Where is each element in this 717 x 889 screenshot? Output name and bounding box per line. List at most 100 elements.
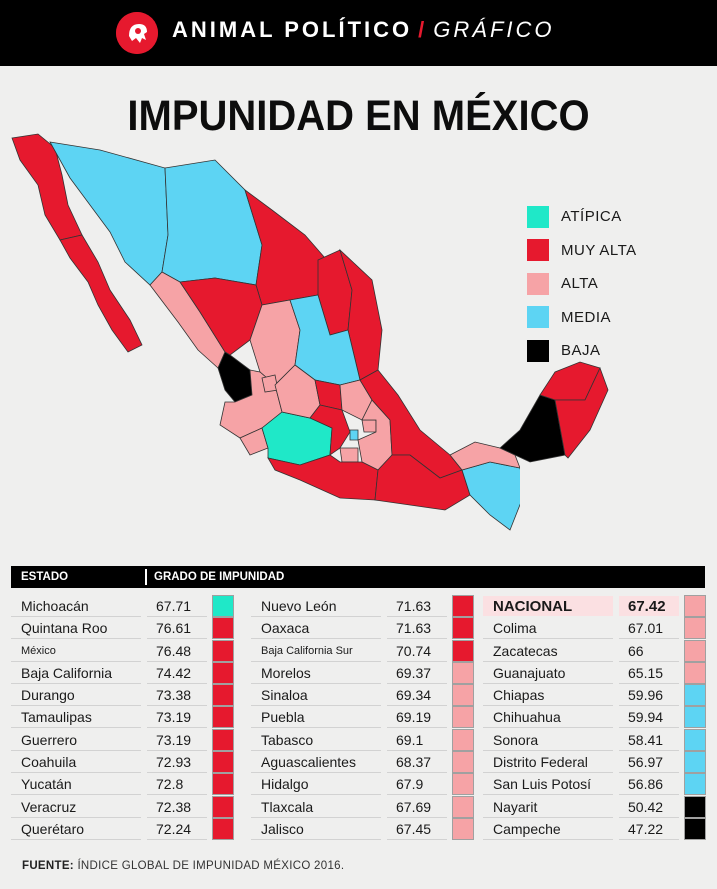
legend-item-atipica: ATÍPICA (527, 200, 637, 234)
row-value-cell (387, 685, 447, 707)
state-name: Tlaxcala (261, 798, 314, 815)
row-label-cell (483, 685, 613, 707)
impunity-value: 65.15 (628, 664, 664, 681)
row-label-cell (11, 797, 141, 818)
impunity-value: 67.01 (628, 620, 664, 637)
legend-label: MUY ALTA (561, 241, 637, 259)
legend-swatch (527, 339, 549, 362)
impunity-value: 68.37 (396, 754, 432, 771)
row-label-cell (483, 774, 613, 796)
source-text: ÍNDICE GLOBAL DE IMPUNIDAD MÉXICO 2016. (77, 860, 345, 872)
row-value-cell (387, 618, 447, 640)
impunity-value: 47.22 (628, 820, 664, 837)
row-label-cell (11, 752, 141, 774)
impunity-value: 66 (628, 642, 644, 659)
category-swatch (684, 617, 706, 640)
row-value-cell (387, 819, 447, 840)
row-label-cell (483, 641, 613, 662)
row-label-cell (251, 797, 381, 818)
state-name: Veracruz (21, 798, 77, 815)
row-value-cell (619, 752, 679, 774)
row-label-cell (251, 752, 381, 774)
state-name: Hidalgo (261, 776, 309, 793)
map-state-campeche (499, 394, 566, 463)
impunity-value: 74.42 (156, 664, 192, 681)
state-name: Aguascalientes (261, 754, 356, 771)
legend-item-baja: BAJA (527, 334, 637, 368)
row-value-cell (387, 774, 447, 796)
category-swatch (212, 728, 234, 751)
impunity-value: 76.61 (156, 620, 192, 637)
category-swatch (452, 684, 474, 707)
state-name: Tabasco (261, 731, 314, 748)
legend-label: ALTA (561, 275, 599, 293)
row-value-cell (147, 618, 207, 640)
impunity-value: 72.24 (156, 820, 192, 837)
category-swatch (684, 684, 706, 707)
state-name: México (21, 644, 56, 657)
state-name: Morelos (261, 664, 311, 681)
category-swatch (452, 706, 474, 729)
state-name: Chihuahua (493, 709, 561, 726)
row-value-cell (387, 641, 447, 662)
state-name: Chiapas (493, 687, 545, 704)
impunity-value: 73.19 (156, 709, 192, 726)
impunity-value: 56.86 (628, 776, 664, 793)
row-value-cell (387, 752, 447, 774)
state-name: Distrito Federal (493, 754, 588, 771)
state-name: Coahuila (21, 754, 77, 771)
table-header: ESTADO GRADO DE IMPUNIDAD (11, 566, 705, 588)
yucatan-peninsula-map (499, 361, 609, 463)
row-value-cell (147, 774, 207, 796)
impunity-value: 59.94 (628, 709, 664, 726)
state-name: Quintana Roo (21, 620, 108, 637)
impunity-value: 73.38 (156, 687, 192, 704)
row-label-cell (11, 685, 141, 707)
row-label-cell (251, 730, 381, 751)
map-state-quintana-roo (554, 366, 609, 459)
impunity-value: 73.19 (156, 731, 192, 748)
category-swatch (684, 817, 706, 840)
row-label-cell (11, 707, 141, 729)
row-value-cell (619, 618, 679, 640)
category-swatch (452, 728, 474, 751)
impunity-value: 69.1 (396, 731, 424, 748)
legend-label: MEDIA (561, 308, 612, 326)
row-label-cell (11, 774, 141, 796)
category-swatch (452, 595, 474, 617)
row-value-cell (619, 819, 679, 840)
row-label-cell (483, 663, 613, 684)
brand-name: ANIMAL POLÍTICO (172, 17, 413, 42)
row-label-cell (11, 618, 141, 640)
legend-label: ATÍPICA (561, 208, 622, 226)
impunity-value: 76.48 (156, 642, 192, 659)
row-label-cell (11, 819, 141, 840)
state-name: Oaxaca (261, 620, 310, 637)
legend-label: BAJA (561, 342, 601, 360)
row-label-cell (483, 819, 613, 840)
state-name: Querétaro (21, 820, 85, 837)
mexico-map (11, 133, 520, 531)
row-label-cell (251, 641, 381, 662)
impunity-value: 71.63 (396, 598, 432, 614)
impunity-value: 56.97 (628, 754, 664, 771)
row-value-cell (147, 663, 207, 684)
row-value-cell (147, 641, 207, 662)
category-swatch (684, 595, 706, 617)
source-label: FUENTE: (22, 860, 74, 872)
state-name: Colima (493, 620, 537, 637)
map-state-tabasco (449, 441, 520, 471)
map-state-mexico (309, 404, 351, 456)
impunity-value: 70.74 (396, 642, 432, 659)
row-value-cell (619, 707, 679, 729)
row-label-cell (483, 797, 613, 818)
row-label-cell (11, 663, 141, 684)
impunity-value: 67.45 (396, 820, 432, 837)
state-name: Michoacán (21, 598, 89, 614)
row-value-cell (387, 730, 447, 751)
row-label-cell (251, 596, 381, 617)
state-name: Zacatecas (493, 642, 558, 659)
row-value-cell (147, 819, 207, 840)
state-name: Baja California (21, 664, 113, 681)
category-swatch (452, 773, 474, 796)
